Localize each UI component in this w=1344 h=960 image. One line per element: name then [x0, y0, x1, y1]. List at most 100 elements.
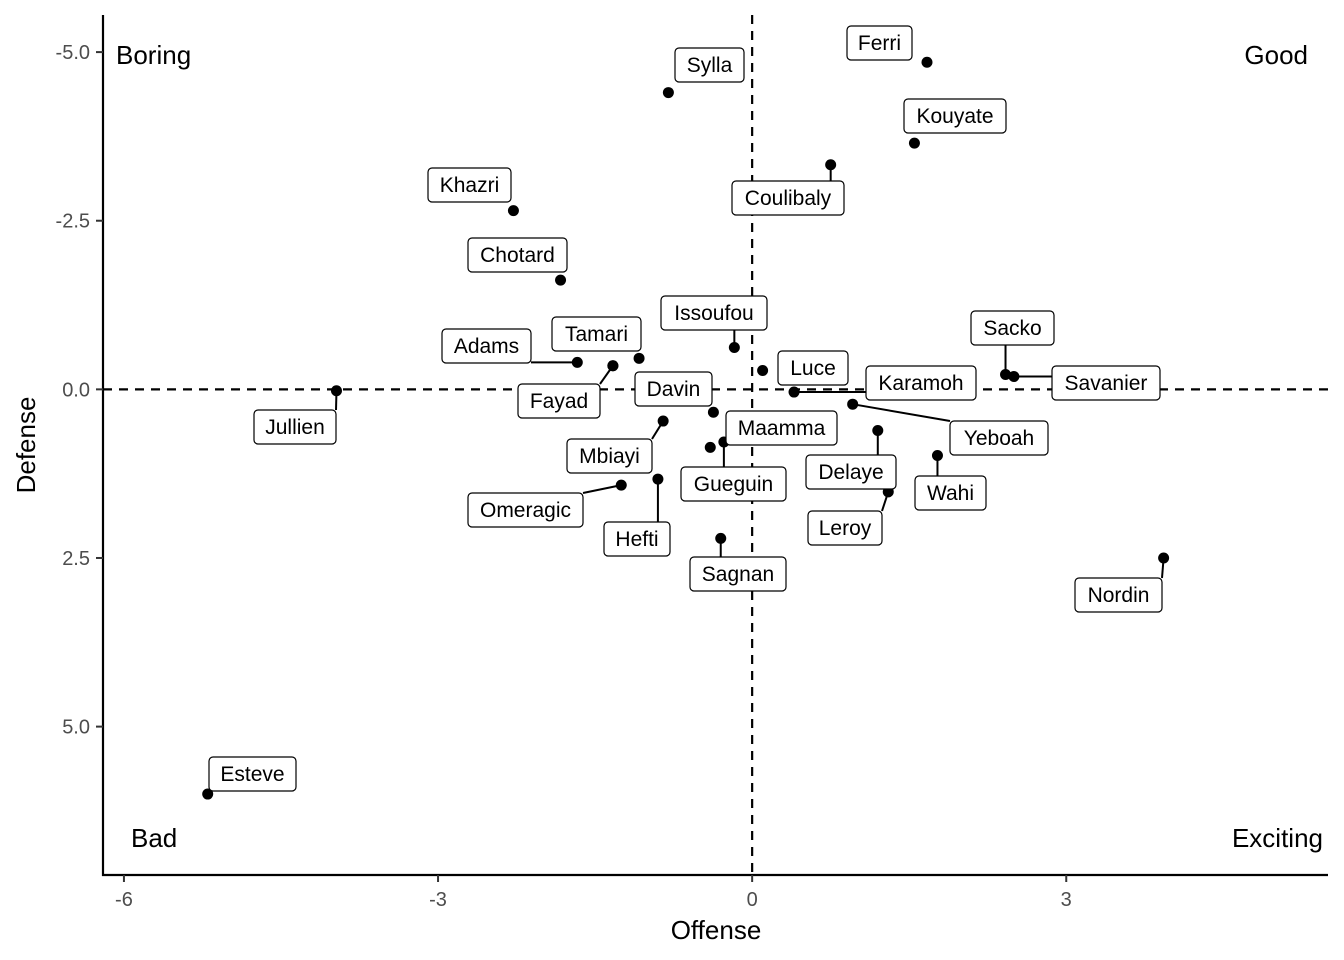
y-axis-title: Defense	[11, 397, 41, 494]
point-label-box	[517, 383, 601, 419]
point-label-box	[725, 410, 838, 446]
point-label-box	[208, 756, 297, 792]
x-axis-ticks: -6 -3 0 3	[115, 875, 1072, 911]
point-label-box	[807, 510, 883, 546]
point-label: Luce	[790, 357, 836, 380]
point-label-box	[970, 310, 1055, 346]
point-label: Sagnan	[702, 563, 774, 586]
point-label: Yeboah	[964, 427, 1034, 450]
data-point	[921, 56, 933, 68]
point-label: Issoufou	[674, 302, 753, 325]
point-label-box	[427, 167, 512, 203]
label-connector	[852, 403, 951, 422]
point-label-box	[603, 521, 671, 557]
data-point	[202, 788, 214, 800]
point-label-box	[441, 328, 532, 364]
data-point	[1000, 369, 1012, 381]
point-label-box	[467, 237, 568, 273]
point-label: Fayad	[530, 390, 588, 413]
y-tick-label: 0.0	[62, 379, 90, 401]
y-tick-label: -2.5	[56, 211, 90, 233]
point-label: Wahi	[927, 482, 974, 505]
point-label-box	[551, 316, 642, 352]
data-point	[607, 360, 619, 372]
data-point	[757, 364, 769, 376]
y-tick-label: 5.0	[62, 717, 90, 739]
point-label-box	[634, 371, 713, 407]
point-labels: Ferri Sylla Kouyate Coulibaly Khazri Chotard I…	[208, 25, 1163, 792]
data-point	[662, 87, 674, 99]
quadrant-label-bottom-left: Bad	[131, 823, 177, 853]
quadrant-label-bottom-right: Exciting	[1232, 823, 1323, 853]
point-label: Gueguin	[694, 473, 773, 496]
point-label-box	[903, 98, 1007, 134]
point-label-box	[253, 409, 337, 445]
data-point	[571, 356, 583, 368]
point-label-box	[914, 475, 987, 511]
axes	[101, 15, 1328, 877]
point-label-box	[689, 556, 787, 592]
point-label: Coulibaly	[745, 187, 832, 210]
point-label: Leroy	[819, 517, 872, 540]
point-label-box	[805, 454, 897, 490]
data-point	[704, 441, 716, 453]
quadrant-label-top-right: Good	[1244, 40, 1308, 70]
data-point	[908, 137, 920, 149]
data-point	[715, 532, 727, 544]
quadrant-label-top-left: Boring	[116, 40, 191, 70]
x-tick-label: 3	[1061, 889, 1072, 911]
point-label: Kouyate	[916, 105, 993, 128]
reference-lines	[103, 15, 1328, 875]
data-point	[615, 479, 627, 491]
data-points	[202, 56, 1170, 800]
point-label-box	[731, 180, 845, 216]
point-label: Delaye	[818, 461, 883, 484]
data-point	[1158, 552, 1170, 564]
data-point	[633, 352, 645, 364]
data-point	[330, 385, 342, 397]
point-label: Hefti	[615, 528, 658, 551]
label-connectors	[335, 164, 1165, 579]
x-tick-label: -3	[429, 889, 447, 911]
point-label: Karamoh	[878, 372, 963, 395]
point-label: Sacko	[983, 317, 1041, 340]
point-label: Omeragic	[480, 499, 571, 522]
point-label: Jullien	[265, 416, 325, 439]
y-axis-ticks: -5.0 -2.5 0.0 2.5 5.0	[56, 42, 103, 739]
data-point	[657, 415, 669, 427]
data-point	[555, 274, 567, 286]
point-label: Savanier	[1065, 372, 1148, 395]
point-label: Khazri	[440, 174, 500, 197]
data-point	[507, 205, 519, 217]
data-point	[728, 342, 740, 354]
y-tick-label: -5.0	[56, 42, 90, 64]
point-label: Adams	[454, 335, 519, 358]
point-label-box	[467, 492, 584, 528]
data-point	[825, 159, 837, 171]
point-label-box	[1051, 365, 1161, 401]
point-label: Mbiayi	[579, 445, 640, 468]
data-point	[707, 406, 719, 418]
point-label-box	[674, 47, 745, 83]
point-label: Davin	[647, 378, 701, 401]
point-label-box	[865, 365, 977, 401]
point-label: Chotard	[480, 244, 555, 267]
x-axis-title: Offense	[671, 915, 762, 945]
data-point	[931, 449, 943, 461]
point-label-box	[1074, 577, 1163, 613]
point-label-box	[566, 438, 653, 474]
point-label-box	[680, 466, 787, 502]
data-point	[847, 398, 859, 410]
point-label-box	[777, 350, 849, 386]
data-point	[1008, 371, 1020, 383]
x-tick-label: 0	[747, 889, 758, 911]
point-label: Sylla	[687, 54, 733, 77]
data-point	[788, 386, 800, 398]
point-label: Maamma	[738, 417, 826, 440]
data-point	[872, 424, 884, 436]
label-connector	[582, 484, 622, 494]
point-label-box	[660, 295, 768, 331]
y-tick-label: 2.5	[62, 548, 90, 570]
point-label: Ferri	[858, 32, 901, 55]
